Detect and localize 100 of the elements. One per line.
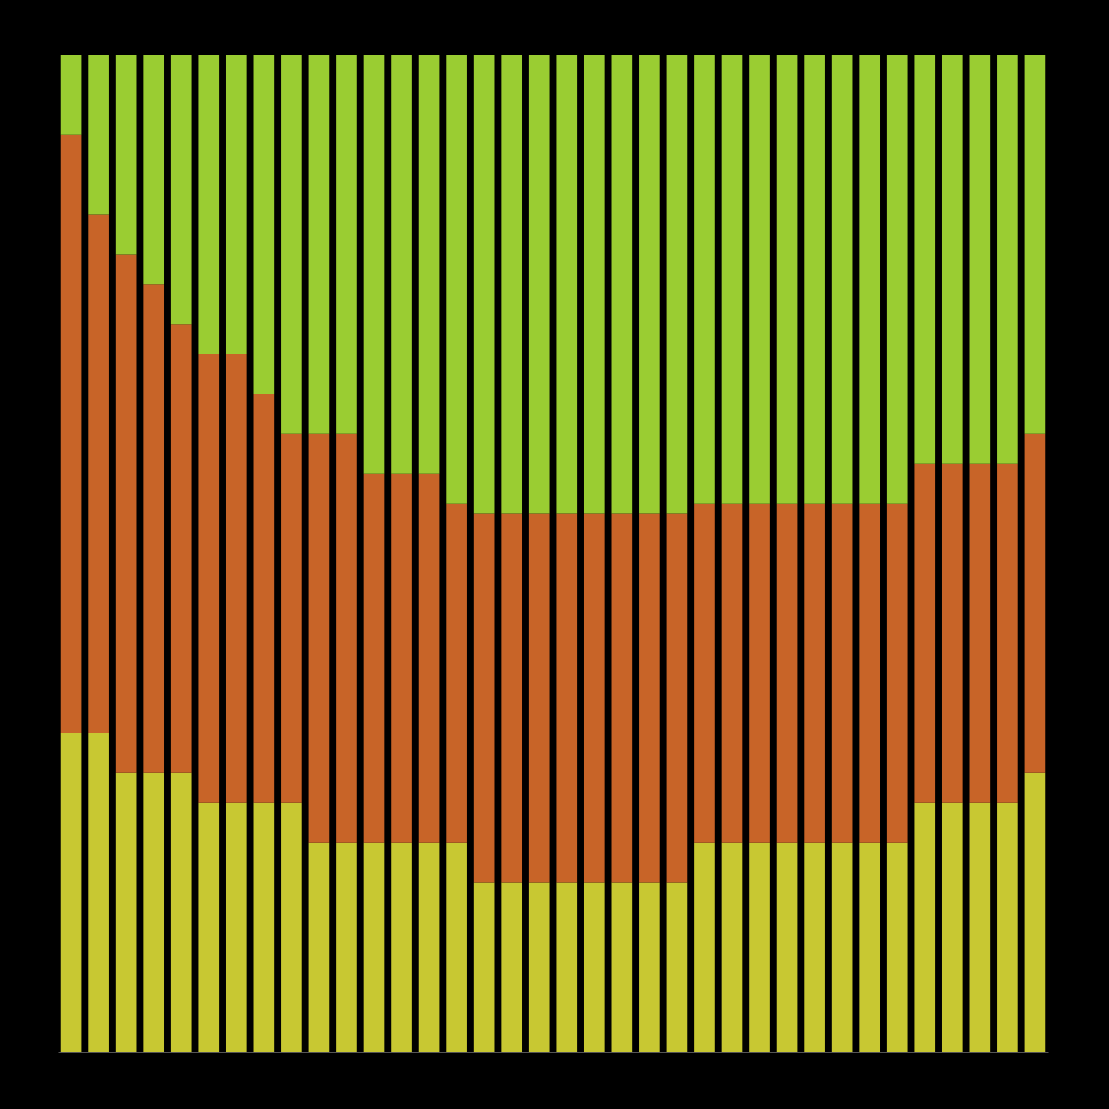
bar [143,772,165,1052]
bar [391,55,412,474]
bar [886,842,908,1052]
bar [859,55,881,504]
bar [776,842,798,1052]
bar [170,324,192,773]
bar [143,55,165,285]
bar [721,842,743,1052]
bar [914,463,936,803]
bar [501,882,523,1052]
bar [281,433,302,803]
bar [308,842,330,1052]
bar [997,802,1018,1052]
bar [363,55,385,474]
bar [198,354,220,803]
bar [914,802,936,1052]
bar [418,842,440,1052]
bar [473,882,495,1052]
bar [336,842,357,1052]
bar [253,55,275,394]
bar [501,55,523,514]
bar [308,433,330,843]
bar [997,463,1018,803]
bar [749,55,770,504]
bar [88,732,109,1052]
bar [281,55,302,434]
bar [804,503,825,843]
bar [804,55,825,504]
bar [418,55,440,474]
bar [1024,55,1046,434]
bar [88,214,109,733]
bar [941,802,963,1052]
bar [941,55,963,464]
bar [363,842,385,1052]
bar [391,473,412,843]
bar [859,503,881,843]
bar [886,55,908,504]
bar [969,55,991,464]
bar [115,772,137,1052]
bar [721,503,743,843]
bar [776,55,798,504]
bar [281,802,302,1052]
bar [914,55,936,464]
bar [225,55,247,355]
bar [528,55,550,514]
bar [198,802,220,1052]
bar [88,55,109,215]
bar [886,503,908,843]
bar [611,882,633,1052]
bar [583,513,605,883]
bar [749,842,770,1052]
bar [501,513,523,883]
bar [115,254,137,773]
bar [556,55,578,514]
bar [666,513,688,883]
bar [446,55,467,504]
bar [391,842,412,1052]
bar [225,354,247,803]
bar [556,882,578,1052]
bar [198,55,220,355]
bar [1024,433,1046,773]
bar [556,513,578,883]
bar [225,802,247,1052]
bar [336,433,357,843]
bar [473,513,495,883]
bar [308,55,330,434]
bar [831,503,853,843]
bar [776,503,798,843]
bar [749,503,770,843]
bar [694,842,715,1052]
bar [831,842,853,1052]
bar [941,463,963,803]
bar [969,802,991,1052]
bar [639,513,660,883]
bar [666,55,688,514]
bar [859,842,881,1052]
bar [831,55,853,504]
bar [253,393,275,803]
bar [170,55,192,325]
bar [446,503,467,843]
bar [473,55,495,514]
bar [694,55,715,504]
bar [583,55,605,514]
bar [253,802,275,1052]
bar [528,882,550,1052]
bar [528,513,550,883]
bar [1024,772,1046,1052]
bar [115,55,137,255]
bar [666,882,688,1052]
bar [143,284,165,773]
bar [170,772,192,1052]
bar [60,732,82,1052]
bar [969,463,991,803]
bar [60,55,82,135]
bar [583,882,605,1052]
bar [997,55,1018,464]
bar [418,473,440,843]
bar [611,513,633,883]
bar [694,503,715,843]
bar [611,55,633,514]
